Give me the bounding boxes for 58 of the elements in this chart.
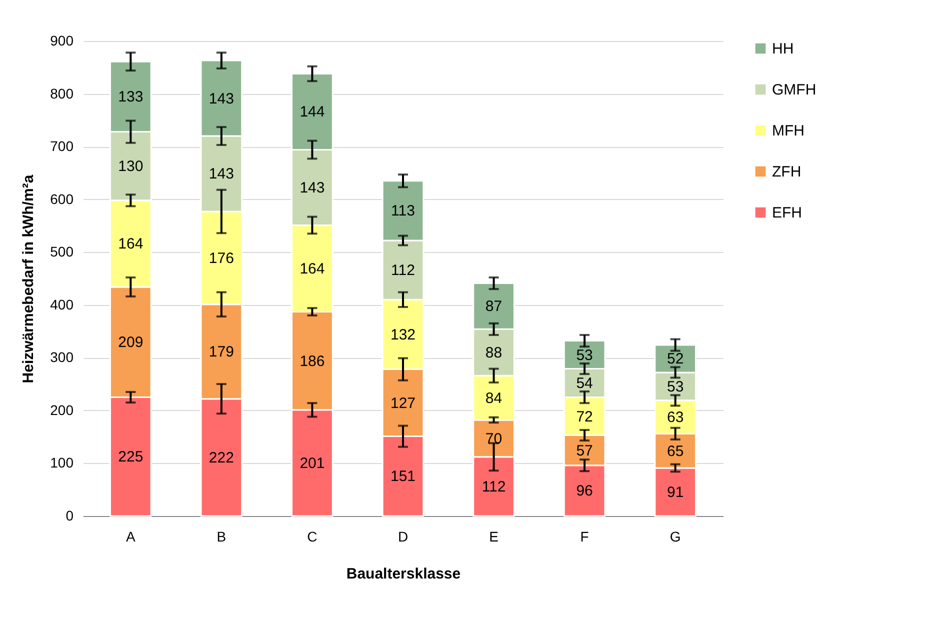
data-label: 209	[118, 334, 144, 352]
data-label: 143	[300, 179, 325, 196]
data-label: 63	[666, 409, 684, 426]
x-tick-label: G	[670, 528, 681, 544]
y-tick-label: 800	[50, 85, 74, 102]
data-label: 112	[482, 478, 506, 496]
data-label: 186	[300, 352, 325, 370]
data-label: 130	[118, 158, 144, 176]
data-label: 201	[300, 454, 325, 472]
data-label: 127	[390, 394, 416, 412]
data-label: 143	[208, 166, 234, 183]
data-label: 72	[576, 408, 593, 426]
data-label: 164	[300, 260, 325, 278]
legend-label: HH	[772, 40, 794, 58]
legend-label: ZFH	[772, 164, 802, 180]
data-label: 57	[576, 442, 593, 460]
data-label: 91	[666, 484, 684, 501]
y-tick-label: 200	[50, 402, 74, 418]
x-axis-title: Baualtersklasse	[346, 566, 461, 582]
data-label: 164	[118, 236, 144, 253]
data-label: 144	[300, 104, 325, 121]
legend-label: MFH	[772, 122, 804, 140]
data-label: 88	[485, 344, 502, 362]
legend-label: GMFH	[772, 82, 816, 98]
y-tick-label: 100	[50, 454, 74, 471]
data-label: 179	[208, 344, 234, 361]
data-label: 112	[391, 262, 415, 280]
data-label: 176	[208, 250, 234, 267]
x-tick-label: D	[398, 528, 408, 544]
data-label: 96	[576, 482, 593, 500]
x-tick-label: C	[307, 528, 318, 544]
x-tick-label: F	[580, 528, 589, 544]
data-label: 53	[576, 346, 593, 364]
data-label: 54	[576, 375, 593, 392]
y-tick-label: 600	[50, 190, 74, 207]
data-label: 53	[666, 378, 684, 396]
y-tick-label: 300	[50, 349, 74, 366]
y-tick-label: 700	[50, 138, 74, 154]
data-label: 84	[485, 390, 502, 407]
x-tick-label: E	[489, 528, 498, 544]
data-label: 133	[118, 88, 144, 106]
y-tick-label: 500	[50, 244, 74, 260]
y-tick-label: 400	[50, 296, 74, 312]
data-label: 52	[666, 350, 684, 368]
data-label: 132	[390, 326, 416, 344]
data-label: 87	[485, 298, 502, 316]
x-tick-label: B	[216, 528, 226, 544]
data-label: 143	[208, 90, 234, 108]
data-label: 113	[391, 202, 415, 220]
legend-label: EFH	[772, 204, 802, 222]
y-axis-title: Heizwärmebedarf in kWh/m²a	[20, 174, 38, 384]
x-tick-label: A	[126, 528, 136, 544]
y-tick-label: 900	[50, 32, 74, 48]
data-label: 65	[666, 442, 684, 460]
y-tick-label: 0	[66, 508, 74, 524]
data-label: 225	[118, 448, 144, 466]
data-label: 151	[390, 468, 416, 486]
data-label: 222	[208, 449, 234, 466]
